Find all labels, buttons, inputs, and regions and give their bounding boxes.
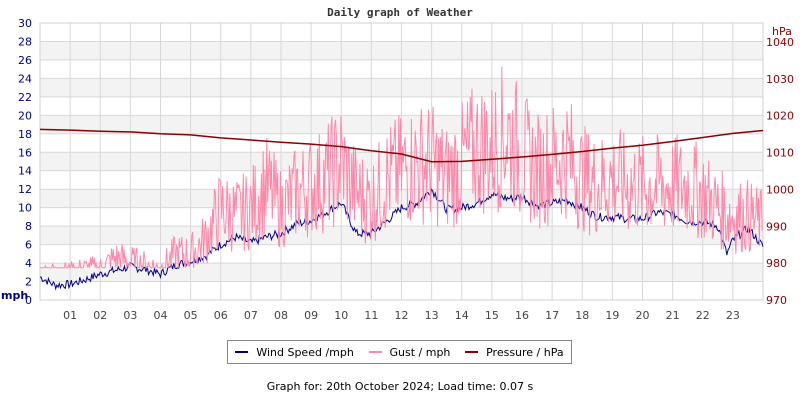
left-tick-label: 18 [18,128,32,141]
pressure-line [39,128,764,163]
right-tick-label: 970 [766,294,787,307]
left-tick-label: 8 [25,220,32,233]
right-tick-label: 1010 [766,147,794,160]
x-tick-label: 10 [334,309,348,322]
x-tick-label: 14 [455,309,469,322]
right-tick-label: 1040 [766,36,794,49]
left-tick-label: 24 [18,72,32,85]
wind-swatch [235,351,249,353]
x-tick-label: 20 [636,309,650,322]
x-tick-label: 11 [364,309,378,322]
x-tick-label: 08 [274,309,288,322]
left-tick-label: 4 [25,257,32,270]
x-tick-label: 13 [425,309,439,322]
right-tick-label: 1000 [766,183,794,196]
legend-item-pressure: Pressure / hPa [465,346,564,359]
x-tick-label: 15 [485,309,499,322]
wind-speed-line [39,188,764,291]
left-tick-label: 30 [18,17,32,30]
legend-label-gust: Gust / mph [389,345,451,359]
gust-swatch [368,351,382,353]
left-tick-label: 16 [18,146,32,159]
x-tick-label: 09 [304,309,318,322]
right-tick-label: 980 [766,257,787,270]
x-tick-label: 22 [696,309,710,322]
x-tick-label: 01 [63,309,77,322]
x-tick-label: 19 [605,309,619,322]
pressure-swatch [465,351,479,353]
x-tick-label: 18 [575,309,589,322]
plot-frame [39,22,764,301]
left-tick-label: 0 [25,294,32,307]
x-tick-label: 03 [123,309,137,322]
x-tick-label: 06 [214,309,228,322]
left-tick-label: 2 [25,276,32,289]
x-tick-label: 04 [154,309,168,322]
footer-status: Graph for: 20th October 2024; Load time:… [266,380,534,393]
legend-item-gust: Gust / mph [368,345,451,359]
left-tick-label: 28 [18,35,32,48]
left-tick-label: 6 [25,239,32,252]
left-tick-label: 22 [18,91,32,104]
legend-label-pressure: Pressure / hPa [486,345,564,359]
left-tick-label: 10 [18,202,32,215]
x-tick-label: 23 [726,309,740,322]
x-tick-label: 05 [184,309,198,322]
x-tick-label: 07 [244,309,258,322]
left-tick-label: 26 [18,54,32,67]
legend-item-wind: Wind Speed /mph [235,346,354,359]
right-axis-label: hPa [772,25,792,38]
x-tick-label: 12 [395,309,409,322]
left-tick-label: 14 [18,165,32,178]
right-tick-label: 1030 [766,73,794,86]
x-tick-label: 21 [666,309,680,322]
right-tick-label: 990 [766,220,787,233]
legend: Wind Speed /mph Gust / mph Pressure / hP… [227,340,572,364]
chart-title: Daily graph of Weather [327,6,473,19]
right-tick-label: 1020 [766,110,794,123]
left-tick-label: 20 [18,109,32,122]
left-axis-label: mph [1,289,28,302]
x-tick-label: 02 [93,309,107,322]
x-tick-label: 16 [515,309,529,322]
left-tick-label: 12 [18,183,32,196]
legend-label-wind: Wind Speed /mph [256,345,354,359]
weather-chart: Daily graph of Weather 02468101214161820… [1,6,794,322]
x-tick-label: 17 [545,309,559,322]
